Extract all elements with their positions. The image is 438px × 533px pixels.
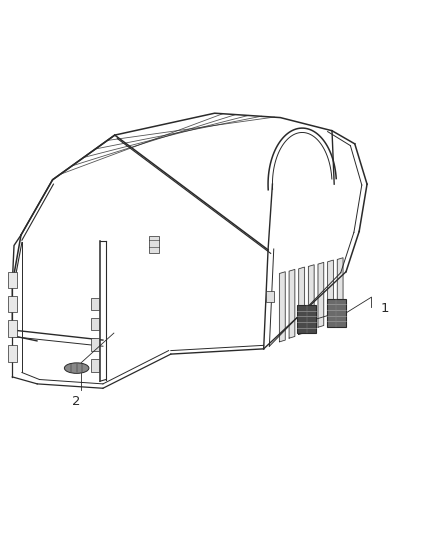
Text: 2: 2 — [72, 395, 81, 408]
Polygon shape — [299, 267, 304, 335]
FancyBboxPatch shape — [91, 318, 99, 330]
Bar — [149, 236, 159, 253]
FancyBboxPatch shape — [8, 296, 17, 312]
Bar — [266, 292, 274, 302]
Polygon shape — [337, 258, 343, 320]
FancyBboxPatch shape — [91, 359, 99, 372]
Polygon shape — [318, 262, 324, 327]
FancyBboxPatch shape — [91, 298, 99, 310]
Polygon shape — [289, 269, 295, 338]
FancyBboxPatch shape — [91, 338, 99, 351]
Polygon shape — [279, 272, 285, 342]
Ellipse shape — [64, 363, 89, 374]
FancyBboxPatch shape — [8, 272, 17, 288]
Bar — [297, 305, 316, 333]
FancyBboxPatch shape — [8, 320, 17, 336]
Polygon shape — [328, 260, 333, 324]
Polygon shape — [308, 265, 314, 331]
FancyBboxPatch shape — [8, 345, 17, 362]
Text: 1: 1 — [380, 302, 389, 314]
Bar — [327, 298, 346, 327]
